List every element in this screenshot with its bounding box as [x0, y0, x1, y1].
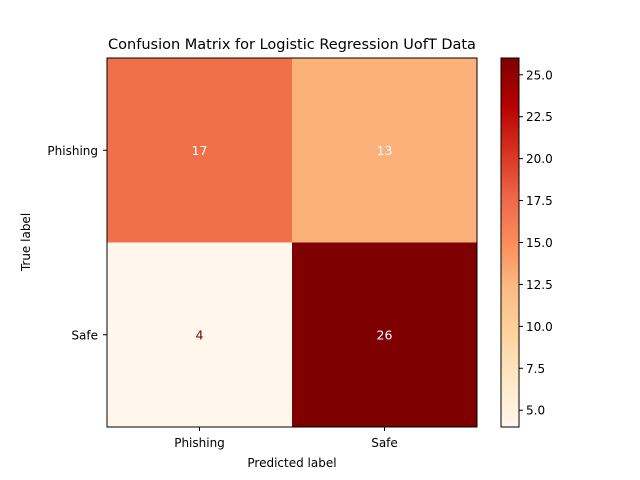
colorbar-tick-label: 15.0: [526, 236, 553, 250]
colorbar-tick-label: 22.5: [526, 110, 553, 124]
heatmap-cell: [107, 242, 292, 427]
y-axis-ticks: Phishing Safe: [47, 144, 107, 342]
y-axis-label: True label: [19, 213, 33, 272]
heatmap-cell-labels: 17 13 4 26: [192, 143, 393, 343]
colorbar-tick-label: 25.0: [526, 68, 553, 82]
cell-value-label: 4: [196, 327, 204, 342]
heatmap-cell: [292, 242, 477, 427]
x-axis-ticks: Phishing Safe: [174, 427, 398, 450]
colorbar-tick-label: 5.0: [526, 404, 545, 418]
colorbar-tick-label: 10.0: [526, 320, 553, 334]
plot-frame: [106, 57, 478, 428]
colorbar: [500, 57, 520, 428]
cell-value-label: 13: [377, 143, 393, 158]
heatmap-cell: [107, 58, 292, 243]
colorbar-ticks: 5.0 7.5 10.0 12.5 15.0 17.5 20.0 22.5 25.0: [519, 68, 553, 418]
x-tick-label: Phishing: [174, 436, 225, 450]
colorbar-tick-label: 12.5: [526, 278, 553, 292]
x-axis-label: Predicted label: [247, 456, 336, 470]
y-tick-label: Phishing: [47, 144, 98, 158]
chart-title: Confusion Matrix for Logistic Regression…: [108, 37, 476, 53]
y-tick-label: Safe: [71, 328, 98, 342]
x-tick-label: Safe: [371, 436, 398, 450]
heatmap-cells: [107, 58, 477, 427]
cell-value-label: 26: [377, 327, 393, 342]
colorbar-tick-label: 17.5: [526, 194, 553, 208]
heatmap-cell: [292, 58, 477, 243]
colorbar-tick-label: 20.0: [526, 152, 553, 166]
cell-value-label: 17: [192, 143, 208, 158]
colorbar-tick-label: 7.5: [526, 362, 545, 376]
